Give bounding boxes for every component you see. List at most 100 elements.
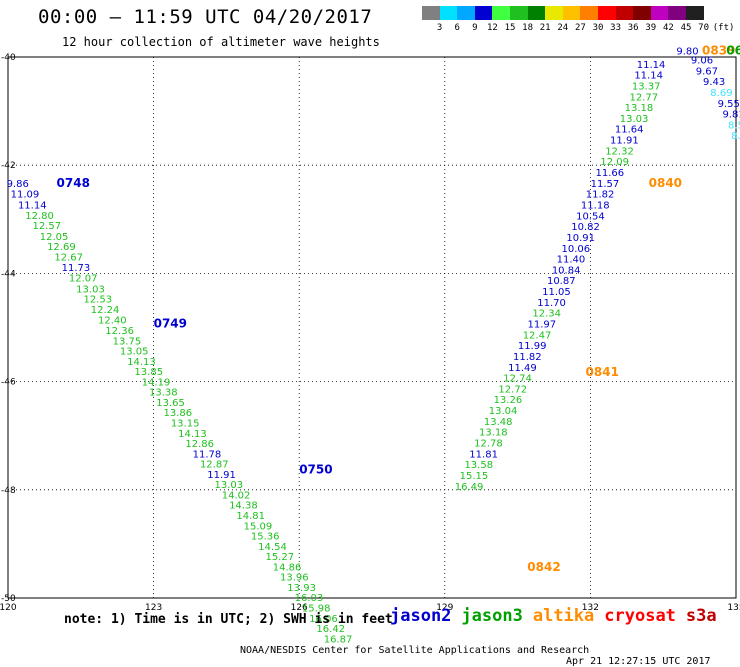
swh-data-label: 13.65 — [156, 398, 185, 409]
legend-value-label: 33 — [610, 23, 622, 33]
legend-swatch — [633, 6, 651, 20]
swh-data-label: 14.02 — [222, 490, 251, 501]
swh-data-label: 13.75 — [113, 336, 142, 347]
swh-data-label: 12.24 — [91, 305, 120, 316]
color-scale-legend — [422, 6, 704, 20]
y-tick-label: -44 — [1, 269, 16, 279]
swh-data-label: 8.5 — [728, 120, 740, 131]
swh-data-label: 8.69 — [710, 88, 732, 99]
legend-value-label: 24 — [557, 23, 569, 33]
swh-data-label: 9.67 — [696, 66, 718, 77]
legend-value-label: 70 — [698, 23, 710, 33]
swh-data-label: 11.82 — [586, 190, 615, 201]
legend-value-label: 36 — [627, 23, 639, 33]
legend-value-label: 27 — [574, 23, 586, 33]
legend-swatch — [422, 6, 440, 20]
swh-data-label: 12.34 — [532, 309, 561, 320]
swh-data-label: 11.64 — [615, 125, 644, 136]
swh-data-label: 13.37 — [632, 81, 661, 92]
swh-data-label: 13.03 — [620, 114, 649, 125]
satellite-legend: jason2 jason3 altika cryosat s3a — [390, 606, 727, 626]
swh-data-label: 13.48 — [484, 417, 513, 428]
note-text: note: 1) Time is in UTC; 2) SWH is in fe… — [64, 612, 393, 627]
swh-data-label: 11.49 — [508, 363, 537, 374]
swh-data-label: 15.15 — [460, 471, 489, 482]
swh-data-label: 13.03 — [76, 284, 105, 295]
swh-data-label: 12.36 — [105, 326, 134, 337]
legend-swatch — [509, 6, 528, 20]
swh-data-label: 11.05 — [542, 287, 571, 298]
legend-value-label: 18 — [522, 23, 534, 33]
legend-value-label: 6 — [454, 23, 460, 33]
swh-data-label: 13.03 — [215, 480, 244, 491]
swh-data-label: 14.81 — [236, 511, 265, 522]
legend-value-label: 9 — [472, 23, 478, 33]
swh-data-label: 11.78 — [193, 449, 222, 460]
swh-data-label: 13.58 — [464, 460, 493, 471]
y-tick-label: -48 — [1, 486, 16, 496]
swh-data-label: 10.54 — [576, 211, 605, 222]
x-tick-label: 126 — [291, 603, 308, 613]
swh-data-label: 12.53 — [83, 295, 112, 306]
legend-swatch — [527, 6, 546, 20]
swh-data-label: 8. — [731, 131, 740, 142]
swh-data-label: 12.86 — [185, 439, 214, 450]
swh-data-label: 16.06 — [309, 614, 338, 625]
legend-altika: altika — [532, 606, 595, 626]
legend-s3a: s3a — [685, 606, 717, 626]
swh-data-label: 13.38 — [149, 388, 178, 399]
swh-data-label: 13.05 — [120, 347, 149, 358]
legend-swatch — [650, 6, 669, 20]
swh-data-label: 15.27 — [265, 552, 294, 563]
swh-data-label: 9.86 — [7, 179, 29, 190]
swh-data-label: 11.57 — [591, 179, 620, 190]
swh-data-label: 11.14 — [18, 200, 47, 211]
x-tick-label: 123 — [145, 603, 162, 613]
legend-cryosat: cryosat — [604, 606, 676, 626]
wave-height-map: 120 123 126 129 132 135 -40 -42 -44 -46 -48 -50 9.86… — [0, 43, 740, 645]
swh-data-label: 11.14 — [634, 71, 663, 82]
swh-data-label: 12.67 — [54, 252, 83, 263]
legend-swatch — [439, 6, 458, 20]
legend-swatch — [457, 6, 475, 20]
chart-title: 00:00 – 11:59 UTC 04/20/2017 — [38, 6, 373, 28]
swh-data-label: 9.43 — [703, 77, 725, 88]
legend-swatch — [597, 6, 616, 20]
swh-data-label: 11.40 — [557, 255, 586, 266]
swh-data-label: 12.07 — [69, 274, 98, 285]
legend-value-label: 15 — [504, 23, 516, 33]
swh-data-label: 12.72 — [498, 384, 527, 395]
swh-data-label: 12.09 — [600, 157, 629, 168]
swh-data-label: 12.77 — [629, 92, 658, 103]
y-tick-label: -46 — [1, 378, 16, 388]
swh-data-label: 12.80 — [25, 211, 54, 222]
swh-data-label: 13.26 — [494, 395, 523, 406]
swh-data-label: 13.96 — [280, 573, 309, 584]
swh-data-label: 14.54 — [258, 542, 287, 553]
swh-data-label: 11.70 — [537, 298, 566, 309]
legend-value-label: 12 — [486, 23, 498, 33]
swh-data-label: 11.73 — [62, 263, 91, 274]
legend-swatch — [685, 6, 704, 20]
swh-data-label: 12.57 — [33, 221, 62, 232]
y-tick-label: -42 — [1, 161, 16, 171]
swh-data-label: 11.91 — [610, 136, 639, 147]
swh-data-label: 16.49 — [455, 482, 484, 493]
swh-data-label: 14.19 — [142, 377, 171, 388]
legend-value-label: 39 — [645, 23, 657, 33]
swh-data-label: 9.06 — [691, 55, 713, 66]
swh-data-label: 14.13 — [178, 429, 207, 440]
legend-jason3: jason3 — [461, 606, 523, 626]
swh-data-label: 15.98 — [302, 604, 331, 615]
x-tick-label: 132 — [582, 603, 599, 613]
swh-data-label: 9.80 — [676, 46, 698, 57]
time-label: 0748 — [57, 176, 90, 190]
swh-data-label: 11.97 — [528, 320, 557, 331]
time-label: 0749 — [154, 317, 187, 331]
legend-swatch — [562, 6, 581, 20]
time-label: 064 — [726, 43, 740, 57]
swh-data-label: 12.69 — [47, 242, 76, 253]
legend-swatch — [492, 6, 510, 20]
swh-data-label: 9.81 — [722, 110, 740, 121]
footer-timestamp: Apr 21 12:27:15 UTC 2017 — [566, 656, 711, 667]
